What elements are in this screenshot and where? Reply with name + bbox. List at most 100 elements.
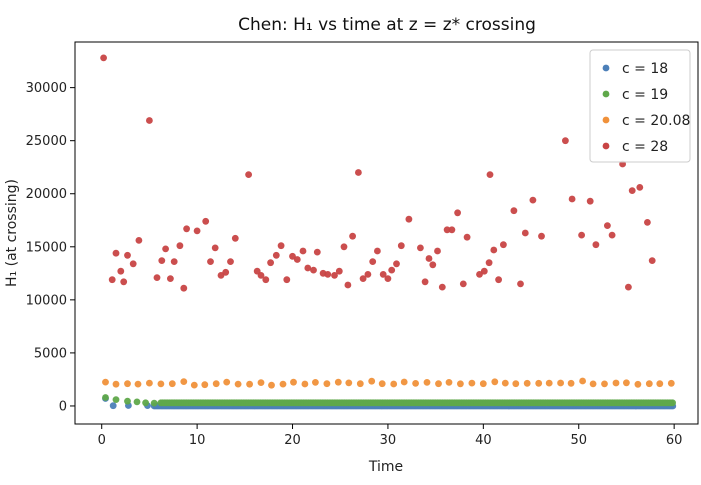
data-point [369,258,377,265]
data-point [644,219,651,226]
series-2 [102,377,675,389]
data-point [193,227,201,235]
data-point [480,267,488,275]
data-point [608,231,616,239]
data-point [521,229,529,237]
data-point [612,379,620,387]
data-point [301,380,309,388]
legend-marker [602,142,610,150]
data-point [479,380,487,388]
series-3 [100,54,656,292]
data-point [601,380,608,388]
data-point [667,379,675,387]
data-point [421,278,429,286]
data-point [523,379,531,387]
data-point [100,54,107,62]
data-point [589,380,597,388]
data-point [656,380,664,388]
data-point [529,196,537,204]
data-point [378,380,386,388]
data-point [183,225,191,233]
data-point [443,226,451,234]
data-point [368,377,376,385]
x-tick-label: 50 [570,433,587,448]
data-point [568,195,576,203]
data-point [304,264,312,272]
data-point [400,378,408,386]
data-point [634,380,642,388]
data-point [211,244,219,252]
data-point [124,251,131,259]
data-point [463,233,471,241]
y-tick-label: 15000 [26,240,67,255]
data-point [313,248,321,256]
data-point [133,398,141,406]
data-point [142,399,150,407]
data-point [102,378,109,386]
chart-title: Chen: H₁ vs time at z = z* crossing [238,15,536,35]
data-point [374,247,381,255]
data-point [279,380,287,388]
data-point [669,399,676,407]
data-point [246,380,254,388]
data-point [457,380,464,388]
x-tick-label: 0 [98,433,106,448]
data-point [628,187,636,195]
data-point [517,280,524,288]
data-point [112,380,120,388]
data-point [124,397,131,405]
x-tick-label: 30 [380,433,397,448]
data-point [312,379,319,386]
legend-marker [602,90,610,98]
data-point [324,271,332,278]
legend-marker [602,64,610,72]
data-point [331,272,338,279]
legend-label: c = 18 [622,61,668,77]
data-point [112,396,120,403]
data-point [349,232,356,240]
data-point [222,268,230,276]
data-point [435,380,442,388]
data-point [108,276,116,284]
data-point [512,380,520,388]
data-point [340,243,348,251]
y-tick-label: 25000 [26,134,67,149]
data-point [648,257,656,264]
data-point [231,234,239,242]
data-point [283,276,291,284]
data-point [162,245,170,253]
data-point [567,379,575,387]
x-axis: 0 10 20 30 40 50 60 [98,424,683,448]
data-point [290,378,297,386]
data-point [299,247,307,255]
data-point [417,244,424,252]
data-point [578,231,585,239]
data-point [323,380,331,388]
x-tick-label: 10 [189,433,206,448]
y-axis: 0 5000 10000 15000 20000 25000 30000 [26,81,75,414]
x-tick-label: 60 [666,433,683,448]
data-point [201,381,209,389]
data-point [109,402,117,410]
data-point [434,247,441,255]
data-point [153,274,161,281]
data-point [486,171,494,179]
data-point [390,380,398,388]
y-tick-label: 0 [59,399,67,414]
data-point [645,380,653,388]
data-point [212,380,220,388]
data-point [412,380,419,387]
data-point [405,215,413,223]
y-tick-label: 20000 [26,187,67,202]
data-point [364,271,372,278]
data-point [157,380,165,388]
data-point [257,379,265,386]
data-point [293,256,301,263]
y-tick-label: 5000 [34,346,67,361]
y-tick-label: 10000 [26,293,67,308]
series-1 [102,394,676,407]
data-point [345,379,353,387]
x-tick-label: 20 [284,433,301,448]
data-point [545,379,553,387]
data-point [384,275,392,282]
